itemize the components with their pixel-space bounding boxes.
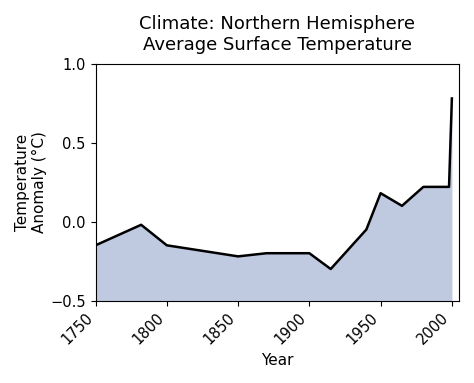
- X-axis label: Year: Year: [261, 353, 293, 368]
- Y-axis label: Temperature
Anomaly (°C): Temperature Anomaly (°C): [15, 131, 47, 233]
- Title: Climate: Northern Hemisphere
Average Surface Temperature: Climate: Northern Hemisphere Average Sur…: [139, 15, 415, 54]
